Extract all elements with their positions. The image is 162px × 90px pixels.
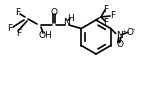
Text: -: -	[133, 27, 135, 32]
Text: F: F	[15, 7, 21, 16]
Text: N: N	[64, 17, 70, 26]
Text: +: +	[121, 29, 126, 34]
Text: F: F	[110, 11, 116, 20]
Text: N: N	[116, 31, 123, 40]
Text: F: F	[104, 4, 109, 14]
Text: O: O	[116, 40, 123, 49]
Text: OH: OH	[38, 31, 52, 40]
Text: F: F	[7, 23, 13, 32]
Text: H: H	[68, 14, 74, 22]
Text: F: F	[104, 17, 109, 26]
Text: O: O	[51, 7, 58, 16]
Text: O: O	[126, 28, 133, 37]
Text: F: F	[16, 29, 22, 38]
